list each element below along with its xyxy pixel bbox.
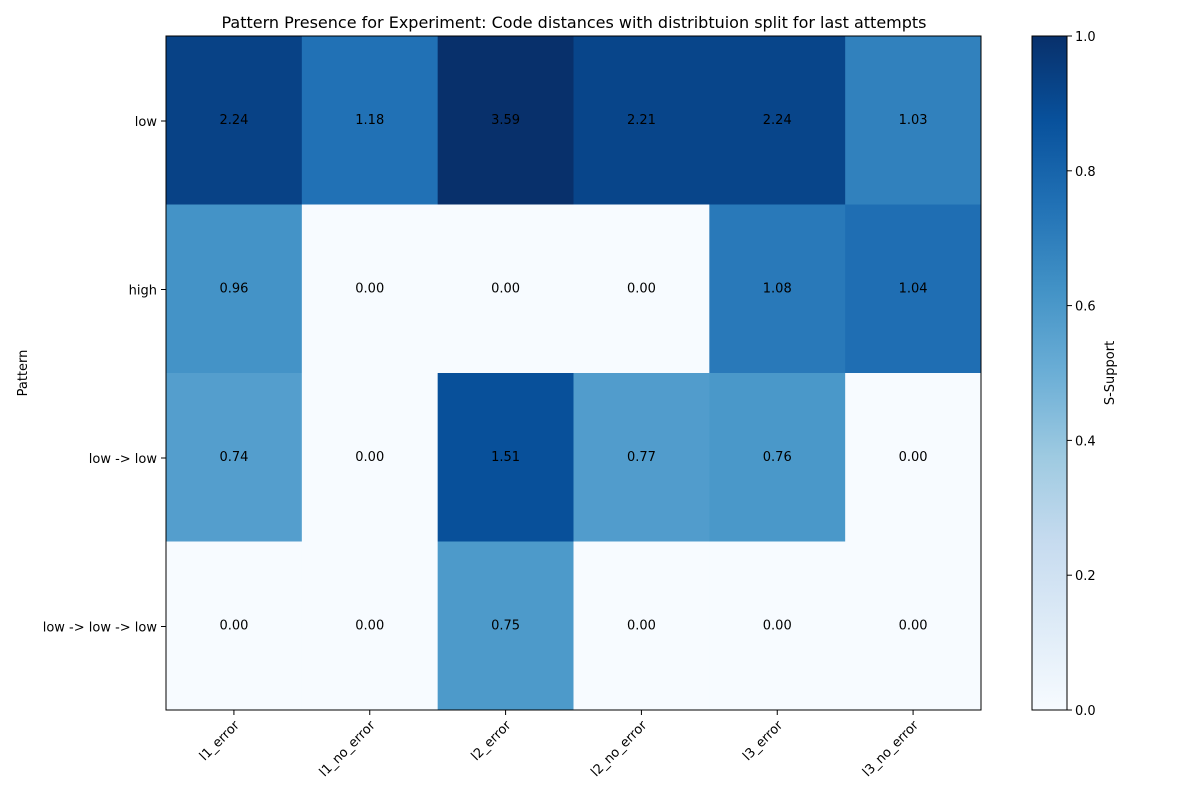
cell-value-label: 0.00 — [219, 619, 248, 634]
heatmap-cell — [845, 36, 982, 205]
cell-value-label: 2.24 — [219, 113, 248, 128]
heatmap-cell — [845, 373, 982, 542]
heatmap-cells — [166, 36, 982, 711]
colorbar-tick-label: 0.8 — [1075, 165, 1096, 180]
cell-value-label: 0.96 — [219, 282, 248, 297]
heatmap-cell — [845, 541, 982, 711]
colorbar-tick-label: 0.4 — [1075, 434, 1096, 449]
heatmap-cell — [301, 373, 439, 542]
cell-value-label: 0.00 — [899, 619, 928, 634]
cell-value-label: 0.00 — [355, 450, 384, 465]
cell-value-label: 1.51 — [491, 450, 520, 465]
heatmap-cell — [301, 36, 439, 205]
chart-title: Pattern Presence for Experiment: Code di… — [221, 13, 926, 32]
y-tick-label: low — [135, 115, 158, 130]
colorbar-ticks: 0.0 0.2 0.4 0.6 0.8 1.0 — [1067, 30, 1096, 719]
cell-value-label: 2.21 — [627, 113, 656, 128]
y-tick-label: low -> low — [89, 452, 158, 467]
cell-value-label: 3.59 — [491, 113, 520, 128]
cell-value-label: 2.24 — [763, 113, 792, 128]
cell-value-label: 1.08 — [763, 282, 792, 297]
cell-value-label: 0.00 — [355, 282, 384, 297]
heatmap-cell — [573, 204, 710, 374]
colorbar — [1031, 35, 1068, 711]
cell-value-label: 0.00 — [491, 282, 520, 297]
cell-value-label: 0.00 — [627, 282, 656, 297]
heatmap-cell — [709, 541, 846, 711]
cell-value-label: 0.00 — [899, 450, 928, 465]
heatmap-cell — [166, 36, 303, 205]
cell-value-label: 0.75 — [491, 619, 520, 634]
heatmap-cell — [709, 373, 846, 542]
cell-value-label: 0.00 — [763, 619, 792, 634]
heatmap-cell — [573, 373, 710, 542]
cell-value-label: 1.04 — [899, 282, 928, 297]
heatmap-cell — [166, 373, 303, 542]
colorbar-tick-label: 0.6 — [1075, 300, 1096, 315]
heatmap-cell — [845, 204, 982, 374]
y-axis-ticks: low high low -> low low -> low -> low — [43, 115, 166, 636]
colorbar-label: S-Support — [1103, 341, 1118, 405]
cell-value-label: 0.00 — [355, 619, 384, 634]
heatmap-cell — [166, 541, 303, 711]
colorbar-tick-label: 0.0 — [1075, 704, 1096, 719]
heatmap-cell — [573, 541, 710, 711]
cell-value-label: 1.03 — [899, 113, 928, 128]
heatmap-cell — [709, 204, 846, 374]
heatmap-cell — [437, 373, 574, 542]
y-tick-label: high — [129, 284, 157, 299]
heatmap-cell — [301, 541, 439, 711]
y-tick-label: low -> low -> low — [43, 621, 158, 636]
y-axis-label: Pattern — [16, 350, 31, 397]
cell-value-label: 0.74 — [219, 450, 248, 465]
colorbar-tick-label: 1.0 — [1075, 30, 1096, 45]
heatmap-cell — [573, 36, 710, 205]
cell-value-labels: 2.24 1.18 3.59 2.21 2.24 1.03 0.96 0.00 0.00 0.00… — [219, 113, 927, 634]
heatmap-cell — [709, 36, 846, 205]
colorbar-tick-label: 0.2 — [1075, 569, 1096, 584]
heatmap-cell — [437, 204, 574, 374]
cell-value-label: 0.00 — [627, 619, 656, 634]
cell-value-label: 0.76 — [763, 450, 792, 465]
heatmap-cell — [437, 541, 574, 711]
cell-value-label: 0.77 — [627, 450, 656, 465]
heatmap-cell — [301, 204, 439, 374]
cell-value-label: 1.18 — [355, 113, 384, 128]
heatmap-cell — [166, 204, 303, 374]
heatmap-cell — [437, 36, 574, 205]
plot-frame — [165, 35, 982, 711]
